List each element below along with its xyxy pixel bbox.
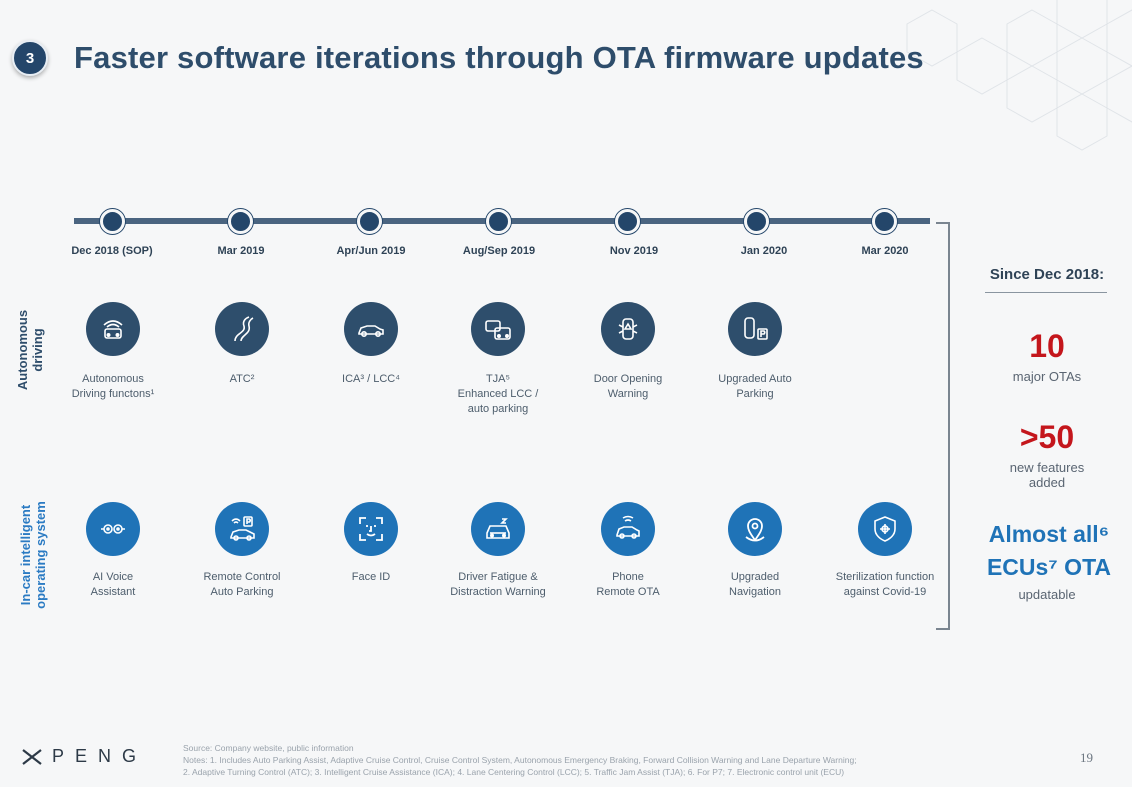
feature-label-line: Parking [736, 388, 774, 400]
row-label-line: Autonomous [15, 309, 30, 391]
feature-label-line: Auto Parking [210, 586, 274, 598]
footnote-line: Notes: 1. Includes Auto Parking Assist, … [183, 755, 857, 765]
timeline [74, 209, 934, 234]
feature-label-line: Phone [612, 571, 644, 583]
timeline-dot [872, 209, 897, 234]
feature-label-line: auto parking [467, 403, 529, 415]
timeline-dot [486, 209, 511, 234]
timeline-date: Nov 2019 [609, 245, 659, 257]
door-warning-icon [601, 302, 655, 356]
feature-label-line: Assistant [90, 586, 136, 598]
feature-label-line: against Covid-19 [843, 586, 927, 598]
feature-label: Remote Control Auto Parking [167, 570, 317, 600]
feature-label-line: Face ID [351, 571, 391, 583]
feature-label-line: Driving functons¹ [71, 388, 155, 400]
feature-label-line: Upgraded Auto [718, 373, 792, 385]
otas-count: 10 [1029, 328, 1065, 364]
summary-bracket [936, 222, 950, 630]
feature-label: Upgraded Auto Parking [680, 372, 830, 402]
auto-parking-icon [728, 302, 782, 356]
feature-label-line: Sterilization function [835, 571, 935, 583]
feature-label: Driver Fatigue & Distraction Warning [423, 570, 573, 600]
summary-divider [985, 292, 1107, 293]
feature-label-line: AI Voice [92, 571, 134, 583]
feature-label-line: Driver Fatigue & [458, 571, 538, 583]
ecu-headline: Almost all⁶ ECUs⁷ OTA [964, 518, 1132, 584]
section-number-badge: 3 [12, 40, 48, 76]
feature-label-line: Enhanced LCC / [457, 388, 539, 400]
page-number: 19 [1080, 750, 1093, 765]
feature-label: Autonomous Driving functons¹ [38, 372, 188, 402]
feature-label-line: Autonomous [82, 373, 144, 385]
timeline-dot [357, 209, 382, 234]
logo-wordmark: PENG [52, 746, 148, 766]
features-label-line: new features [1009, 460, 1085, 475]
feature-label: Upgraded Navigation [680, 570, 830, 600]
feature-label-line: Door Opening [593, 373, 663, 385]
car-side-icon [344, 302, 398, 356]
footnote-source: Source: Company website, public informat… [183, 743, 354, 753]
page-title: Faster software iterations through OTA f… [74, 40, 924, 75]
timeline-date: Jan 2020 [740, 245, 788, 257]
summary-heading: Since Dec 2018: [989, 266, 1105, 283]
feature-label: Sterilization function against Covid-19 [810, 570, 960, 600]
timeline-dot [100, 209, 125, 234]
timeline-dot [615, 209, 640, 234]
feature-label: Phone Remote OTA [553, 570, 703, 600]
face-id-icon [344, 502, 398, 556]
navigation-pin-icon [728, 502, 782, 556]
feature-label-line: Upgraded [730, 571, 780, 583]
feature-label-line: Remote OTA [596, 586, 660, 598]
phone-ota-icon [601, 502, 655, 556]
sterilization-shield-icon [858, 502, 912, 556]
timeline-dot [744, 209, 769, 234]
feature-label-line: Remote Control [203, 571, 281, 583]
features-count: >50 [1019, 419, 1075, 455]
row-label-line: In-car intelligent [18, 504, 33, 606]
timeline-date: Aug/Sep 2019 [462, 245, 536, 257]
ecu-headline-line: ECUs⁷ OTA [986, 554, 1112, 580]
xpeng-logo: PENG [22, 746, 147, 767]
xpeng-logo-mark-icon [22, 748, 42, 765]
feature-label: Face ID [296, 570, 446, 585]
timeline-date: Dec 2018 (SOP) [71, 245, 153, 257]
feature-label: TJA⁵ Enhanced LCC / auto parking [423, 372, 573, 417]
feature-label-line: TJA⁵ [485, 373, 511, 385]
winding-road-icon [215, 302, 269, 356]
feature-label: AI Voice Assistant [38, 570, 188, 600]
timeline-date: Mar 2019 [217, 245, 265, 257]
footnote-line: 2. Adaptive Turning Control (ATC); 3. In… [183, 767, 845, 777]
feature-label-line: Distraction Warning [450, 586, 546, 598]
feature-label: Door Opening Warning [553, 372, 703, 402]
voice-assistant-icon [86, 502, 140, 556]
autonomous-car-icon [86, 302, 140, 356]
remote-parking-icon [215, 502, 269, 556]
feature-label: ATC² [167, 372, 317, 387]
traffic-jam-icon [471, 302, 525, 356]
timeline-dot [228, 209, 253, 234]
feature-label-line: Navigation [729, 586, 781, 598]
timeline-date: Apr/Jun 2019 [336, 245, 406, 257]
hexagon-background-pattern [906, 0, 1132, 151]
ecu-label: updatable [1018, 587, 1076, 602]
otas-label: major OTAs [1012, 369, 1082, 384]
ecu-headline-line: Almost all⁶ [988, 521, 1110, 547]
features-label-line: added [1028, 475, 1066, 490]
feature-label-line: ICA³ / LCC⁴ [342, 373, 400, 385]
feature-label-line: Warning [607, 388, 649, 400]
timeline-date: Mar 2020 [861, 245, 909, 257]
footnotes: Source: Company website, public informat… [183, 742, 993, 778]
feature-label: ICA³ / LCC⁴ [296, 372, 446, 387]
driver-fatigue-icon [471, 502, 525, 556]
feature-label-line: ATC² [229, 373, 255, 385]
features-label: new features added [962, 460, 1132, 490]
